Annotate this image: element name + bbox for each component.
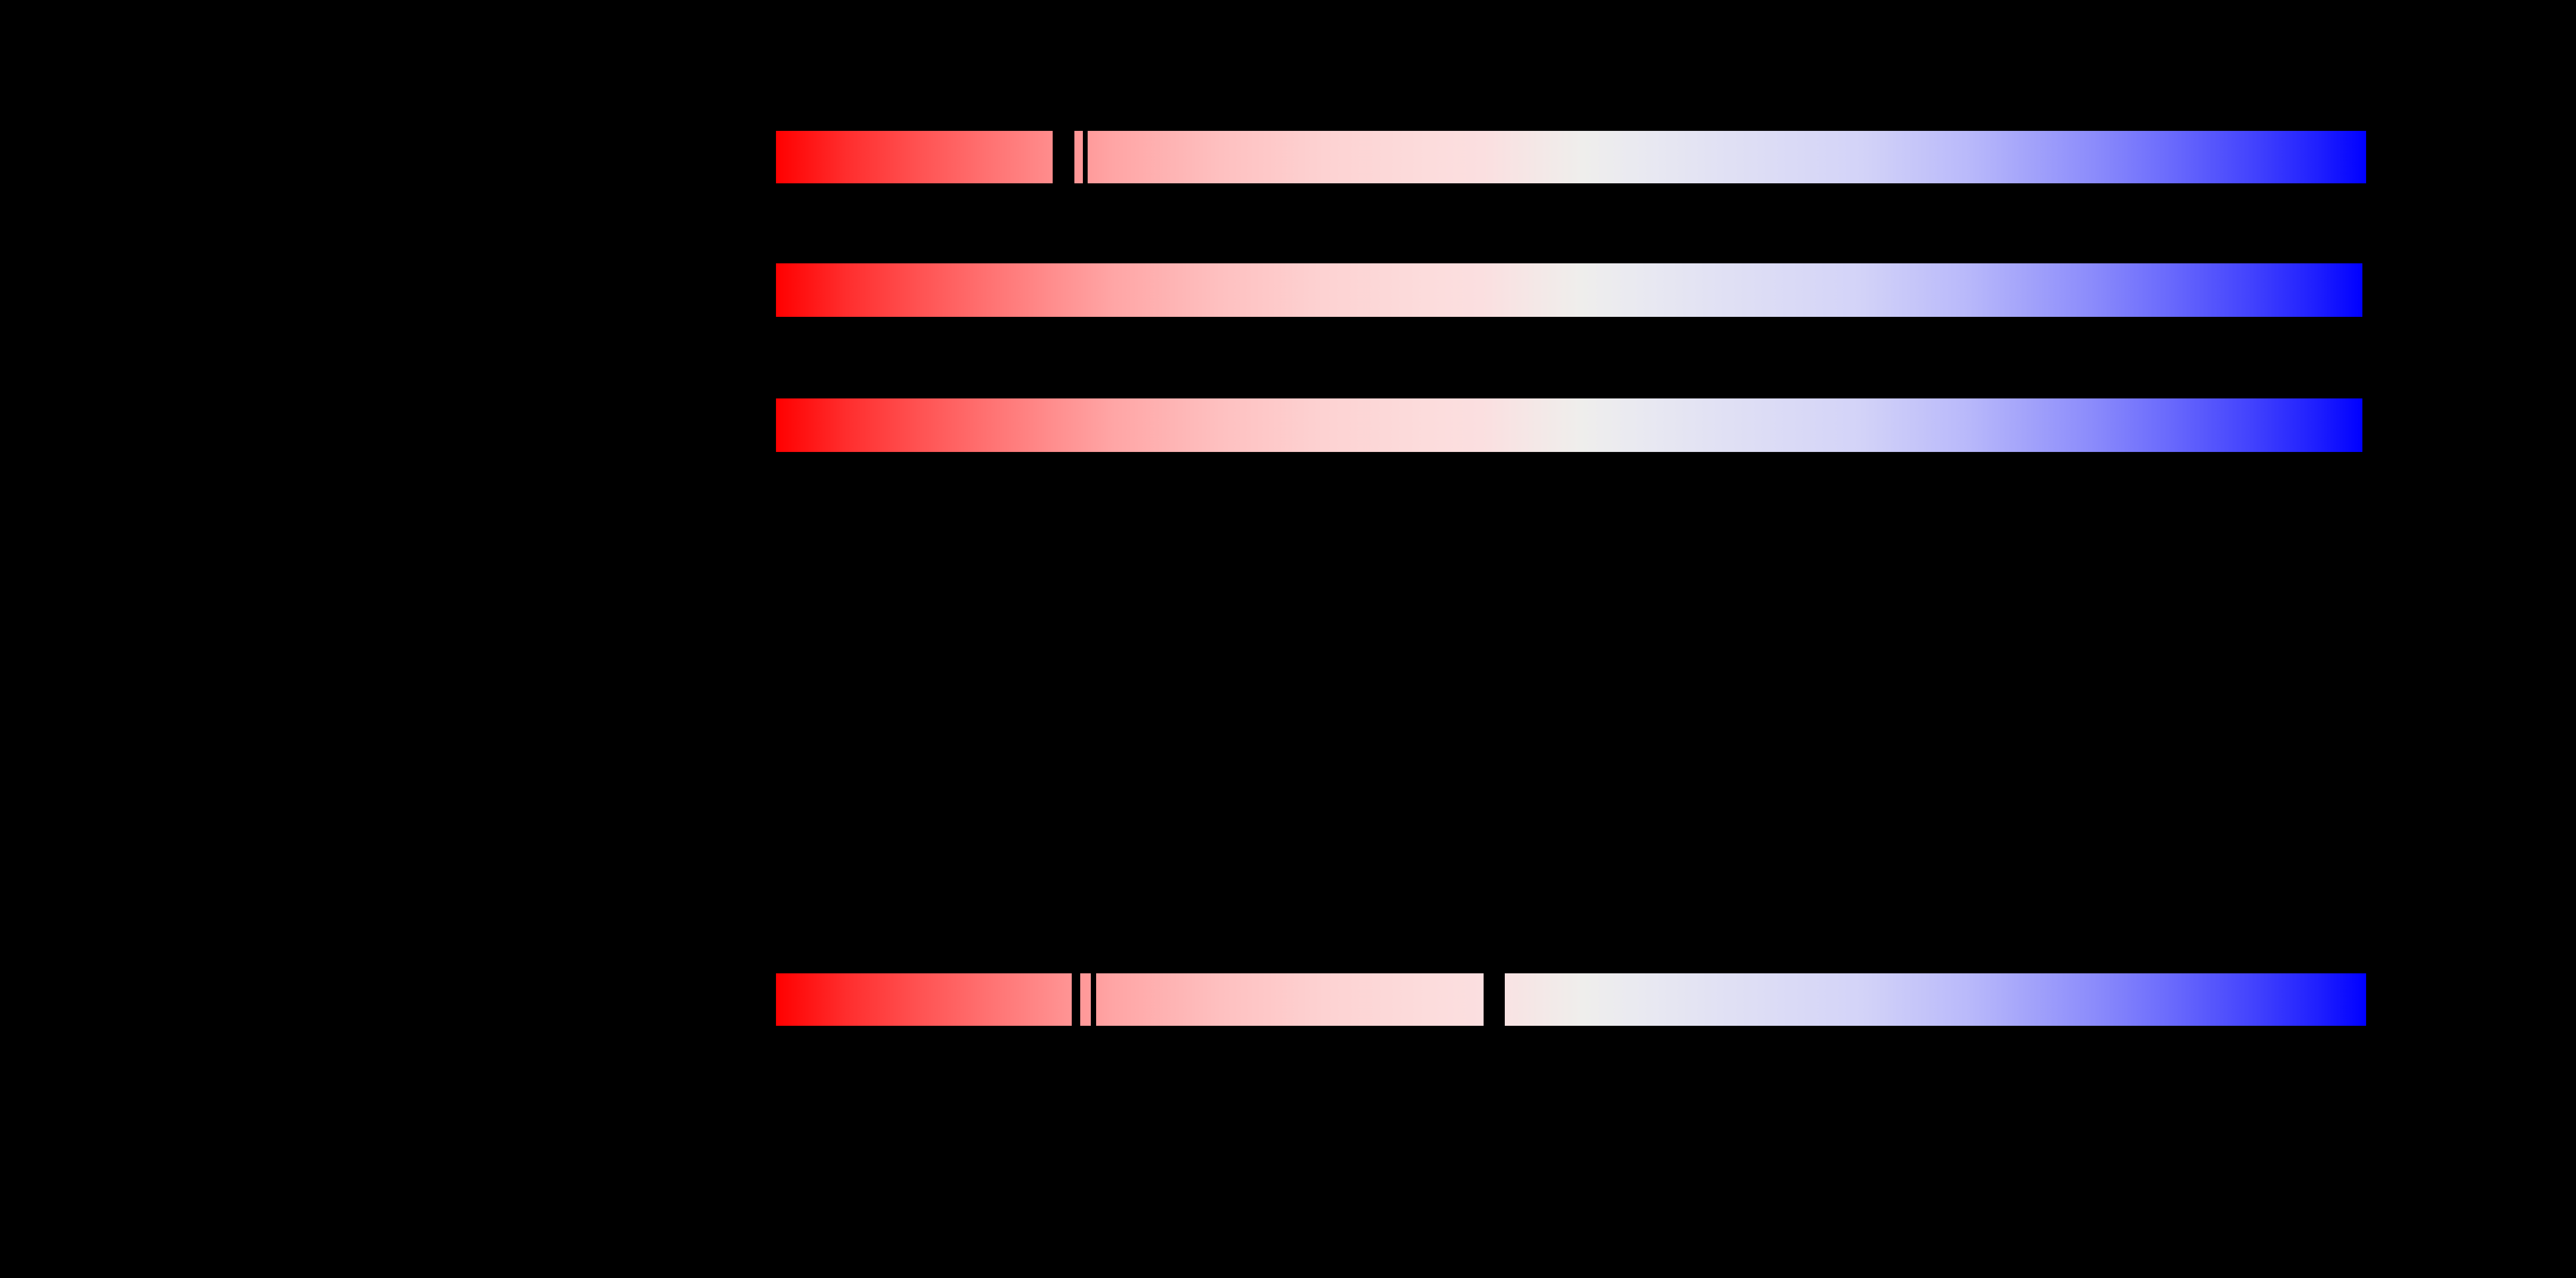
gradient-bar-4-break-marker-3	[1484, 973, 1505, 1026]
gradient-bar-1-break-marker-1	[1053, 131, 1074, 183]
gradient-bar-4-break-marker-1	[1072, 973, 1080, 1026]
gradient-bar-2	[776, 263, 2362, 317]
gradient-bar-4-break-marker-2	[1091, 973, 1096, 1026]
gradient-bar-1-break-marker-2	[1083, 131, 1088, 183]
gradient-bar-1	[776, 131, 2366, 183]
gradient-bar-4	[776, 973, 2366, 1026]
gradient-bar-3	[776, 398, 2362, 452]
